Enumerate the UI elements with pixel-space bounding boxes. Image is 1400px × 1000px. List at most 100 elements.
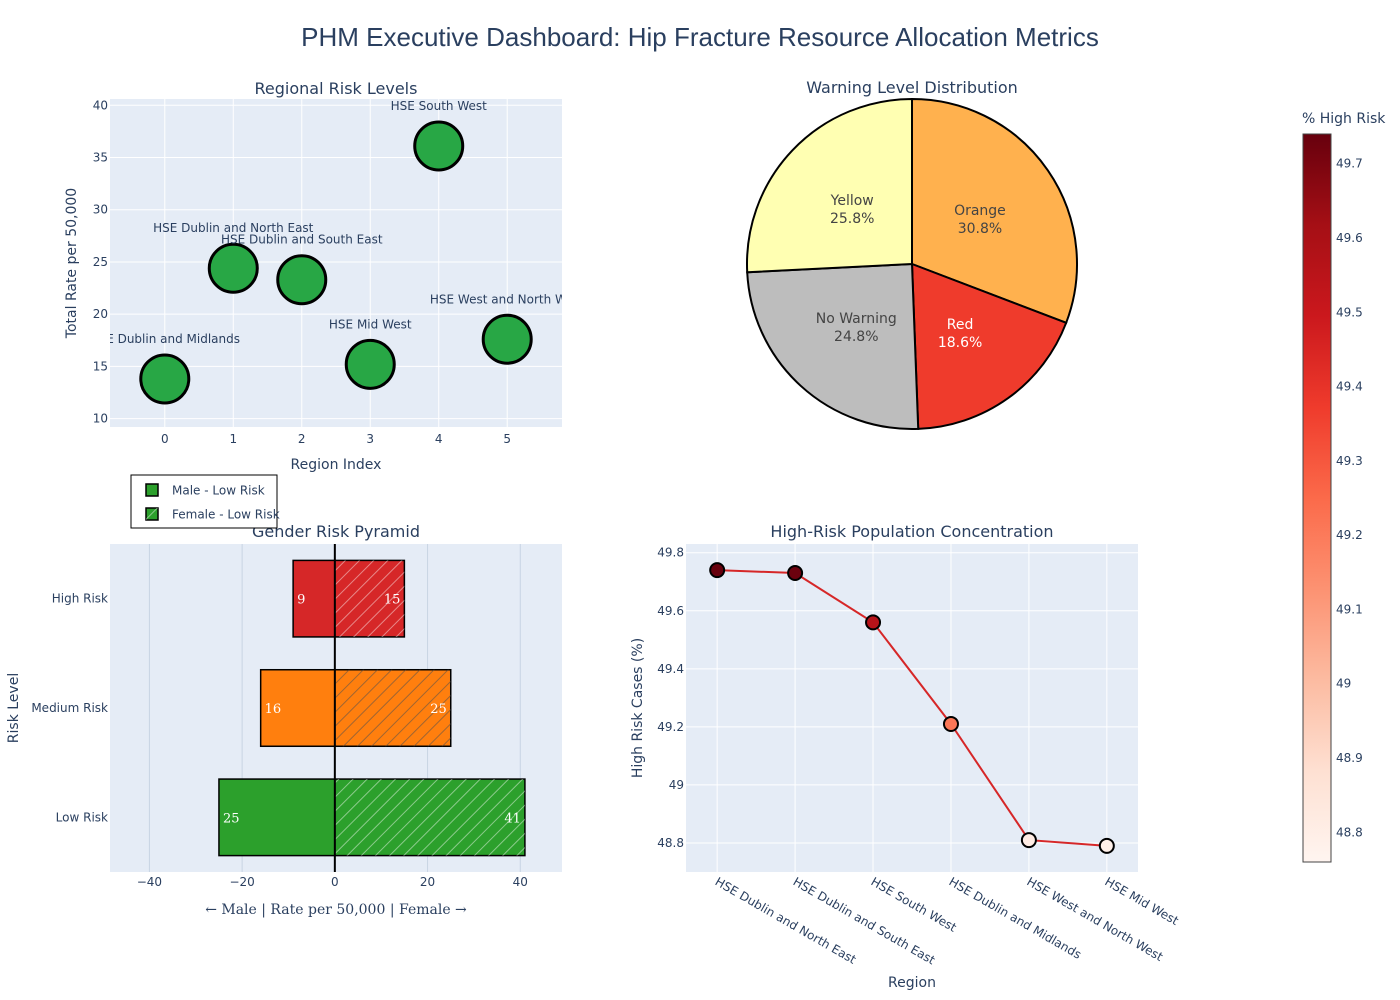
scatter-point	[481, 313, 533, 365]
pyramid-bar-male	[218, 778, 336, 857]
line-title: High-Risk Population Concentration	[770, 522, 1053, 541]
line-x-tick-label: HSE Mid West	[1102, 874, 1181, 928]
pyramid-y-ticks: Low Risk Medium Risk High Risk	[31, 592, 108, 825]
scatter-point-group: HSE Dublin and Midlands	[90, 332, 240, 405]
scatter-x-ticks: 0 1 2 3 4 5	[161, 432, 511, 446]
high-risk-colorbar: % High Risk 48.8 48.9 49 49.1 49.2 49.3 49.4 49…	[1302, 111, 1386, 863]
scatter-point-label: HSE Dublin and South East	[221, 233, 383, 247]
scatter-y-tick-label: 15	[93, 359, 108, 373]
scatter-point	[344, 338, 396, 390]
pie-slice-label: Red	[947, 317, 974, 333]
pyramid-legend: Male - Low Risk Female - Low Risk	[130, 474, 280, 529]
pyramid-bar-female-value: 15	[384, 593, 401, 608]
scatter-title: Regional Risk Levels	[255, 79, 418, 98]
pyramid-x-tick-label: 20	[420, 875, 435, 889]
line-y-tick-label: 49.8	[657, 546, 684, 560]
scatter-point	[139, 353, 191, 405]
line-point	[1098, 837, 1115, 854]
line-x-tick-label: HSE West and North West	[1024, 874, 1165, 964]
scatter-y-tick-label: 35	[93, 150, 108, 164]
pyramid-bar-male-value: 16	[265, 702, 282, 717]
pie-slice-no-warning	[746, 262, 920, 430]
line-point	[942, 715, 959, 732]
legend-swatch-female-hatch	[146, 508, 158, 520]
legend-item-male-low-risk[interactable]: Male - Low Risk	[145, 483, 265, 498]
scatter-point	[207, 242, 259, 294]
scatter-point-group: HSE Mid West	[329, 317, 412, 390]
scatter-y-tick-label: 25	[93, 255, 108, 269]
pyramid-bar-female-value: 41	[504, 811, 521, 826]
pyramid-bar-male	[292, 559, 336, 638]
line-y-tick-label: 48.8	[657, 836, 684, 850]
pyramid-bar-female-hatch	[334, 669, 451, 747]
scatter-y-tick-label: 10	[93, 412, 108, 426]
line-point	[787, 565, 804, 582]
colorbar-tick-label: 49.7	[1336, 157, 1363, 171]
scatter-point-label: HSE Dublin and Midlands	[90, 332, 240, 346]
pie-title: Warning Level Distribution	[806, 78, 1018, 97]
scatter-y-tick-label: 30	[93, 203, 108, 217]
pyramid-x-axis-label: ← Male | Rate per 50,000 | Female →	[205, 902, 467, 918]
line-series	[709, 562, 1115, 854]
scatter-y-tick-label: 20	[93, 307, 108, 321]
scatter-x-tick-label: 2	[298, 432, 306, 446]
line-point	[709, 562, 726, 579]
colorbar-tick-label: 49.4	[1336, 380, 1363, 394]
colorbar-tick-label: 49.2	[1336, 528, 1363, 542]
pyramid-bar-male-value: 9	[297, 593, 305, 608]
pie-slice-label: No Warning	[816, 311, 897, 327]
pie-slice-percent: 25.8%	[830, 211, 874, 227]
colorbar-tick-label: 49.5	[1336, 305, 1363, 319]
colorbar-tick-label: 48.8	[1336, 825, 1363, 839]
colorbar-gradient	[1302, 133, 1332, 863]
scatter-y-axis-label: Total Rate per 50,000	[64, 188, 80, 339]
pyramid-x-ticks: −40 −20 0 20 40	[137, 875, 528, 889]
legend-label-female: Female - Low Risk	[172, 508, 280, 522]
legend-label-male: Male - Low Risk	[172, 484, 265, 498]
scatter-point-label: HSE Mid West	[329, 317, 412, 331]
pyramid-bar-male	[259, 668, 336, 748]
line-x-tick-label: HSE Dublin and Midlands	[946, 874, 1083, 961]
pyramid-x-tick-label: −40	[137, 875, 162, 889]
pyramid-y-tick-label: Medium Risk	[31, 701, 108, 715]
pyramid-y-tick-label: Low Risk	[56, 810, 108, 824]
colorbar-ticks: 48.8 48.9 49 49.1 49.2 49.3 49.4 49.5 49.6 49.7	[1336, 157, 1363, 840]
pie-slice-percent: 18.6%	[938, 335, 982, 351]
line-x-tick-label: HSE Dublin and South East	[791, 874, 938, 967]
regional-risk-scatter-chart: 10 15 20 25 30 35 40 0 1 2 3 4 5 HSE Dublin and Mid…	[64, 79, 562, 473]
pyramid-bars: 25 41 16 25 9 15	[218, 544, 526, 872]
scatter-x-tick-label: 3	[366, 432, 374, 446]
line-y-tick-label: 49.4	[657, 662, 684, 676]
scatter-point-label: HSE South West	[391, 99, 488, 113]
scatter-x-tick-label: 0	[161, 432, 169, 446]
scatter-x-tick-label: 4	[435, 432, 443, 446]
line-x-tick-label: HSE Dublin and North East	[713, 874, 859, 966]
line-y-tick-label: 49.2	[657, 720, 684, 734]
pyramid-bar-female-value: 25	[430, 702, 447, 717]
high-risk-concentration-line-chart: 48.8 49 49.2 49.4 49.6 49.8 HSE Dublin and No…	[630, 522, 1181, 991]
pyramid-bar-male-value: 25	[223, 811, 240, 826]
line-point	[1020, 832, 1037, 849]
pyramid-y-tick-label: High Risk	[52, 592, 108, 606]
scatter-y-tick-label: 40	[93, 98, 108, 112]
scatter-x-axis-label: Region Index	[291, 457, 382, 473]
colorbar-tick-label: 49.6	[1336, 231, 1363, 245]
pyramid-y-axis-label: Risk Level	[6, 673, 22, 743]
legend-item-female-low-risk[interactable]: Female - Low Risk	[145, 507, 280, 522]
pyramid-x-tick-label: 40	[513, 875, 528, 889]
warning-level-pie-chart: Warning Level Distribution Orange 30.8% Re…	[746, 78, 1078, 430]
scatter-point-group: HSE Dublin and North East	[153, 221, 314, 294]
scatter-point-label: HSE Dublin and North East	[153, 221, 314, 235]
colorbar-tick-label: 49	[1336, 677, 1351, 691]
line-path	[717, 569, 1107, 847]
scatter-points: HSE Dublin and Midlands HSE Dublin and No…	[90, 99, 562, 405]
dashboard-title: PHM Executive Dashboard: Hip Fracture Re…	[301, 22, 1099, 52]
pie-slice-yellow	[746, 97, 913, 274]
pyramid-bar-female-hatch	[334, 779, 525, 856]
pyramid-title: Gender Risk Pyramid	[252, 522, 420, 541]
pie-slice-percent: 24.8%	[834, 329, 878, 345]
line-y-axis-label: High Risk Cases (%)	[630, 638, 646, 778]
line-y-tick-label: 49	[669, 778, 684, 792]
